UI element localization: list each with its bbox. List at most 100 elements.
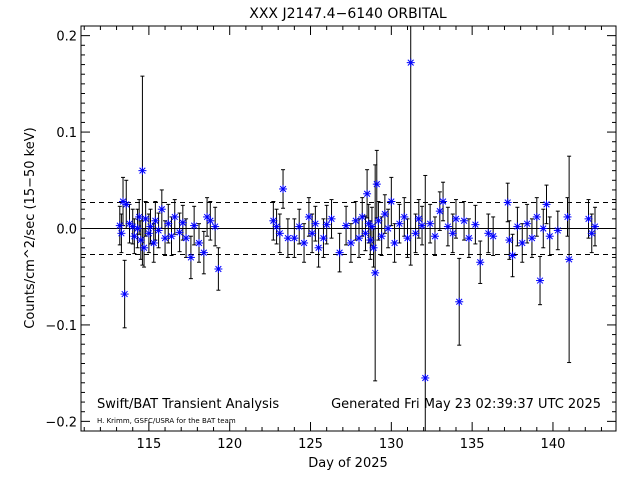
data-point [214,265,223,273]
data-point [154,226,163,235]
data-point [430,232,439,241]
data-point [587,229,596,238]
data-point [563,212,572,221]
data-point [120,290,129,299]
data-point [136,236,145,245]
x-tick-label: 120 [217,437,242,452]
y-tick-label: 0.1 [56,126,77,141]
y-tick-label: 0.0 [56,223,77,238]
data-point [484,229,493,238]
data-point [400,212,409,221]
chart-title: XXX J2147.4−6140 ORBITAL [249,6,447,22]
data-point [269,216,278,225]
data-point [421,373,430,382]
data-point [371,268,380,277]
data-point [279,184,288,193]
x-axis-label: Day of 2025 [308,456,388,471]
y-axis-ticks: −0.2 −0.1 0.0 0.1 0.2 [45,30,616,430]
data-point [565,255,574,264]
data-point [175,228,184,237]
data-point [135,212,144,221]
x-axis-ticks: 115 120 125 130 135 140 [83,26,602,452]
y-tick-label: 0.2 [56,30,77,45]
data-point [367,222,376,231]
data-point [464,234,473,243]
data-point [206,216,215,225]
data-point [311,219,320,228]
data-point [390,238,399,247]
x-tick-label: 130 [379,437,404,452]
data-point [358,212,367,221]
data-point [443,222,452,231]
data-point [536,276,545,285]
data-point [122,200,131,209]
data-point [448,229,457,238]
data-point [133,224,142,233]
data-point [532,212,541,221]
data-point [178,218,187,227]
data-point [342,221,351,230]
data-point [523,219,532,228]
annotation-credit: H. Krimm, GSFC/USRA for the BAT team [97,417,236,425]
data-point [553,226,562,235]
data-point [346,238,355,247]
annotation-generated-time: Generated Fri May 23 02:39:37 UTC 2025 [331,397,601,412]
data-point [322,220,331,229]
data-point [186,253,195,262]
data-point [182,234,191,243]
data-point [455,297,464,306]
data-point [144,229,153,238]
data-point [542,200,551,209]
data-point [374,216,383,225]
data-point [476,258,485,267]
data-point [327,214,336,223]
data-point [361,229,370,238]
data-point [590,222,599,231]
data-point [275,229,284,238]
data-point [584,214,593,223]
data-point [411,229,420,238]
data-point [146,222,155,231]
data-point [211,222,220,231]
annotation-transient-analysis: Swift/BAT Transient Analysis [97,397,279,412]
data-point [141,214,150,223]
data-point [272,222,281,231]
data-point [369,243,378,252]
data-point [151,216,160,225]
data-point [435,207,444,216]
data-point [304,212,313,221]
data-point [203,212,212,221]
data-point [460,216,469,225]
data-point [319,234,328,243]
data-point [503,198,512,207]
data-point [513,222,522,231]
data-point [539,224,548,233]
data-point [418,221,427,230]
data-point [190,221,199,230]
x-tick-label: 135 [460,437,485,452]
data-point [130,232,139,241]
data-point [314,243,323,252]
data-point [372,180,381,189]
data-markers [115,58,599,382]
data-point [308,229,317,238]
data-point [518,238,527,247]
data-point [149,238,158,247]
data-point [351,216,360,225]
data-point [164,219,173,228]
data-point [157,205,166,214]
data-point [115,221,124,230]
data-point [387,197,396,206]
data-point [138,166,147,175]
data-point [117,229,126,238]
data-point [380,210,389,219]
data-point [170,212,179,221]
data-point [167,232,176,241]
data-point [300,238,309,247]
data-point [283,234,292,243]
data-point [505,236,514,245]
x-tick-label: 140 [541,437,566,452]
data-point [199,248,208,257]
data-point [508,251,517,260]
